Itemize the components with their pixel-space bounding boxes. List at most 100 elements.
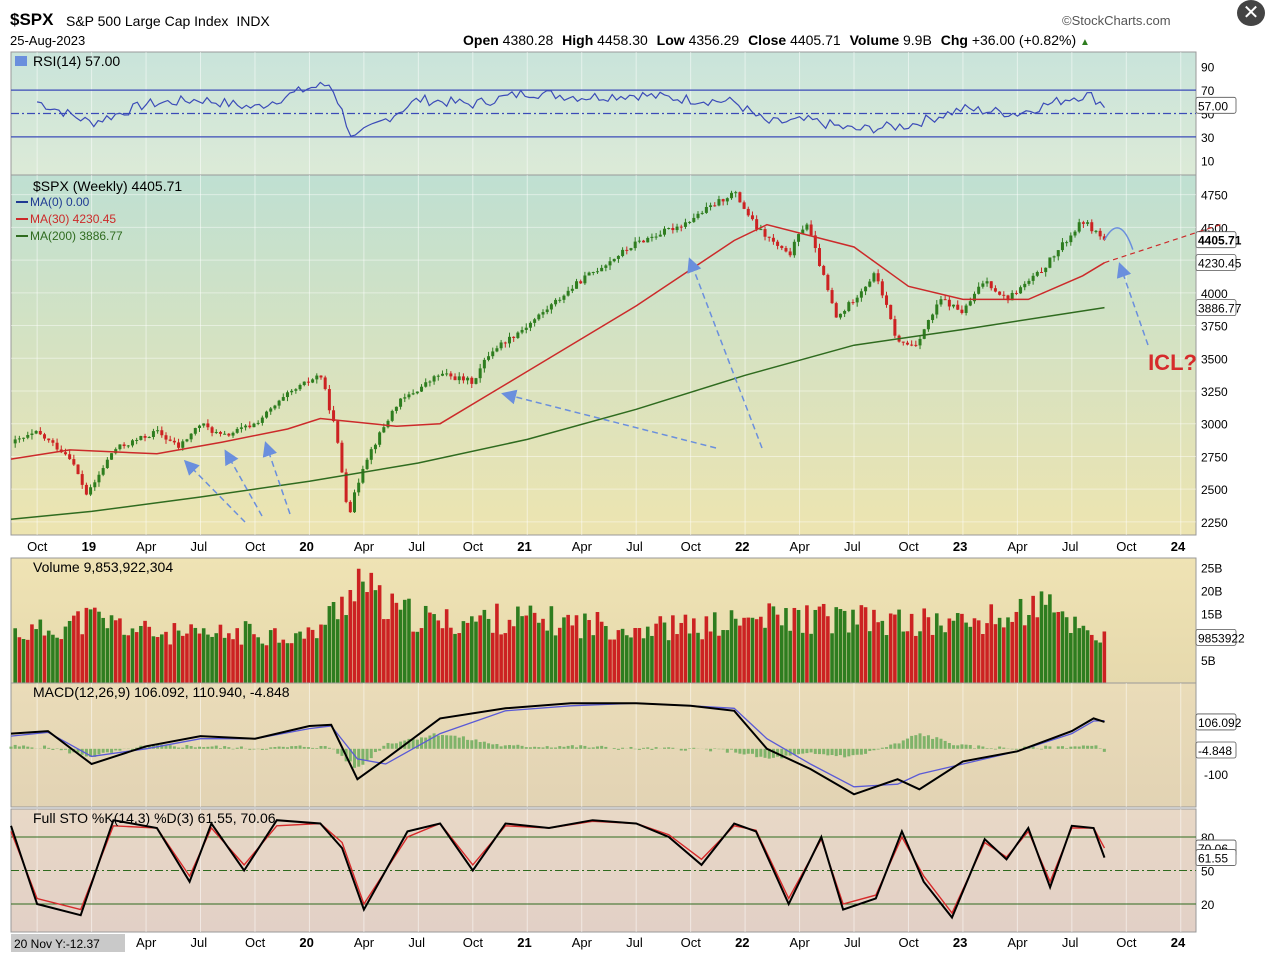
macd-hist-bar-132 (562, 746, 566, 749)
volume-bar-109 (469, 616, 474, 683)
volume-y-tick-1: 20B (1201, 584, 1222, 598)
volume-bar-182 (775, 614, 780, 683)
candle-body-59 (260, 417, 264, 423)
macd-hist-bar-22 (101, 748, 105, 753)
macd-hist-bar-129 (549, 747, 553, 749)
macd-hist-bar-198 (838, 748, 842, 756)
macd-hist-bar-239 (1010, 748, 1014, 750)
volume-bar-162 (692, 618, 696, 683)
candle-body-81 (353, 492, 357, 513)
macd-hist-bar-18 (84, 748, 88, 757)
candle-body-252 (1069, 235, 1073, 243)
volume-bar-104 (449, 627, 453, 683)
macd-hist-bar-65 (281, 746, 285, 749)
volume-bar-30 (139, 625, 143, 683)
sto-k-line (10, 819, 1106, 920)
candle-body-15 (76, 464, 80, 475)
volume-bar-127 (545, 630, 549, 683)
macd-hist-bar-192 (813, 748, 817, 754)
volume-bar-66 (289, 643, 294, 683)
bottom-x-tick-14: Apr (790, 935, 811, 950)
volume-bar-62 (273, 628, 277, 683)
candle-body-56 (248, 425, 252, 428)
volume-bar-43 (193, 627, 198, 683)
macd-hist-bar-256 (1081, 745, 1085, 749)
sto-title: Full STO %K(14,3) %D(3) 61.55, 70.06 (33, 810, 276, 826)
candle-body-80 (348, 501, 352, 513)
candle-body-65 (285, 392, 289, 398)
macd-hist-bar-123 (524, 747, 528, 749)
annotation-arrow-4 (687, 257, 763, 449)
price-y-tick-0: 4750 (1201, 189, 1228, 203)
volume-bar-118 (507, 619, 512, 683)
macd-hist-bar-254 (1073, 746, 1077, 749)
bottom-x-tick-2: Apr (136, 935, 157, 950)
bottom-x-tick-7: Jul (408, 935, 425, 950)
volume-bar-208 (884, 635, 889, 683)
macd-hist-bar-21 (97, 748, 101, 755)
readout-box (11, 934, 125, 952)
macd-hist-bar-161 (683, 748, 687, 751)
candle-body-64 (281, 397, 285, 401)
candle-body-196 (834, 303, 838, 318)
macd-hist-bar-133 (566, 745, 570, 749)
volume-bar-83 (361, 581, 365, 683)
candle-body-103 (445, 373, 449, 375)
candle-body-195 (830, 290, 834, 304)
volume-bar-247 (1048, 594, 1052, 683)
macd-hist-bar-5 (30, 747, 34, 749)
candle-body-8 (47, 438, 51, 441)
candle-body-212 (901, 341, 905, 343)
volume-bar-63 (277, 642, 281, 683)
macd-hist-bar-52 (227, 747, 231, 749)
rsi-y-tick-3: 30 (1201, 131, 1215, 145)
macd-hist-bar-44 (193, 747, 197, 749)
macd-hist-bar-217 (918, 733, 922, 749)
volume-bar-85 (369, 572, 374, 683)
macd-hist-bar-115 (491, 744, 495, 749)
candle-body-69 (302, 381, 306, 386)
macd-hist-bar-47 (206, 746, 210, 749)
macd-hist-bar-226 (956, 745, 960, 749)
macd-hist-bar-120 (512, 745, 516, 749)
candle-body-143 (612, 258, 616, 262)
macd-hist-bar-24 (110, 748, 114, 753)
volume-bar-65 (285, 643, 290, 683)
macd-hist-bar-92 (394, 743, 398, 749)
candle-body-260 (1102, 236, 1106, 240)
volume-bar-150 (641, 638, 646, 683)
candle-body-200 (851, 302, 855, 304)
volume-bar-254 (1077, 628, 1082, 683)
macd-hist-bar-55 (239, 746, 243, 749)
candle-body-89 (386, 420, 390, 428)
volume-bar-259 (1098, 642, 1102, 683)
rsi-current-tag-box (1195, 96, 1237, 114)
volume-bar-156 (666, 640, 671, 683)
rsi-title: RSI(14) 57.00 (33, 53, 120, 69)
volume-bar-110 (474, 621, 478, 683)
macd-hist-bar-13 (63, 748, 67, 750)
candle-body-155 (662, 228, 666, 235)
volume-bar-46 (206, 634, 210, 683)
candle-body-249 (1056, 250, 1060, 257)
macd-hist-bar-127 (541, 747, 545, 749)
macd-hist-bar-166 (704, 748, 708, 750)
bottom-x-tick-19: Jul (1062, 935, 1079, 950)
macd-hist-bar-39 (172, 746, 176, 749)
x-tick-3: Jul (191, 539, 208, 554)
candle-body-47 (210, 427, 214, 433)
macd-hist-bar-184 (780, 748, 784, 759)
candle-body-199 (847, 302, 851, 311)
candle-body-7 (43, 434, 47, 439)
candle-body-26 (122, 444, 126, 447)
candle-body-23 (110, 453, 114, 460)
price-tag-2: 3886.77 (1198, 302, 1242, 316)
volume-bar-10 (55, 637, 59, 683)
close-icon[interactable]: ✕ (1237, 0, 1265, 26)
macd-hist-bar-163 (692, 747, 696, 749)
rsi-line (36, 81, 1105, 137)
candle-body-122 (524, 327, 528, 330)
macd-hist-bar-153 (650, 748, 654, 750)
macd-hist-bar-203 (859, 748, 863, 755)
volume-bar-142 (608, 639, 612, 683)
